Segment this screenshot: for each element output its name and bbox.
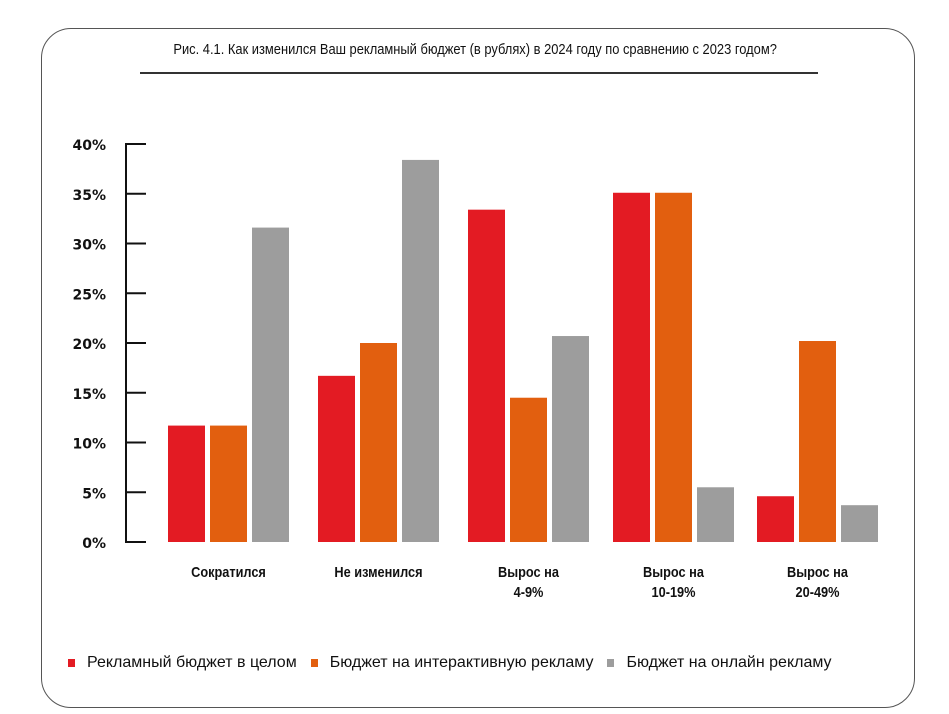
bar-1-4 xyxy=(613,192,650,542)
chart-frame xyxy=(41,28,915,708)
legend-item: Бюджет на интерактивную рекламу xyxy=(310,654,594,672)
y-tick-label: 30% xyxy=(72,238,106,254)
chart-legend: Рекламный бюджет в целом Бюджет на интера… xyxy=(68,654,846,672)
x-category-label: Вырос на xyxy=(498,563,559,580)
bar-2-5 xyxy=(799,341,836,542)
legend-label: Рекламный бюджет в целом xyxy=(87,654,297,671)
x-category-label: Не изменился xyxy=(334,563,422,580)
y-tick-label: 15% xyxy=(72,387,106,403)
title-divider xyxy=(140,72,818,74)
x-category-label: Вырос на xyxy=(643,563,704,580)
chart-title: Рис. 4.1. Как изменился Ваш рекламный бю… xyxy=(173,41,777,58)
bar-1-2 xyxy=(318,375,355,542)
x-category-label: 4-9% xyxy=(514,583,544,600)
x-category-label: Сократился xyxy=(191,563,266,580)
x-category-label: Вырос на xyxy=(787,563,848,580)
legend-label: Бюджет на интерактивную рекламу xyxy=(329,654,594,671)
bar-1-3 xyxy=(468,209,505,543)
bar-3-3 xyxy=(552,336,589,542)
bar-1-1 xyxy=(168,425,205,542)
y-tick-label: 20% xyxy=(72,337,106,353)
legend-label: Бюджет на онлайн рекламу xyxy=(626,654,832,671)
bar-3-4 xyxy=(697,487,734,542)
bar-2-1 xyxy=(210,425,247,542)
y-tick-label: 40% xyxy=(72,138,106,154)
bar-3-1 xyxy=(252,227,289,542)
y-tick-label: 5% xyxy=(82,486,106,502)
bar-3-5 xyxy=(841,505,878,542)
bar-2-3 xyxy=(510,397,547,542)
legend-swatch-icon xyxy=(310,659,318,667)
legend-item: Бюджет на онлайн рекламу xyxy=(607,654,832,672)
bar-3-2 xyxy=(402,159,439,543)
bar-2-4 xyxy=(655,192,692,542)
bar-1-5 xyxy=(757,496,794,542)
y-tick-label: 25% xyxy=(72,287,106,303)
legend-swatch-icon xyxy=(68,659,75,667)
y-tick-label: 10% xyxy=(72,437,106,453)
x-category-label: 20-49% xyxy=(796,583,840,600)
x-category-label: 10-19% xyxy=(652,583,696,600)
y-tick-label: 35% xyxy=(72,188,106,204)
y-tick-label: 0% xyxy=(82,536,106,552)
bar-2-2 xyxy=(360,343,397,542)
legend-swatch-icon xyxy=(607,659,615,667)
legend-item: Рекламный бюджет в целом xyxy=(68,654,297,672)
